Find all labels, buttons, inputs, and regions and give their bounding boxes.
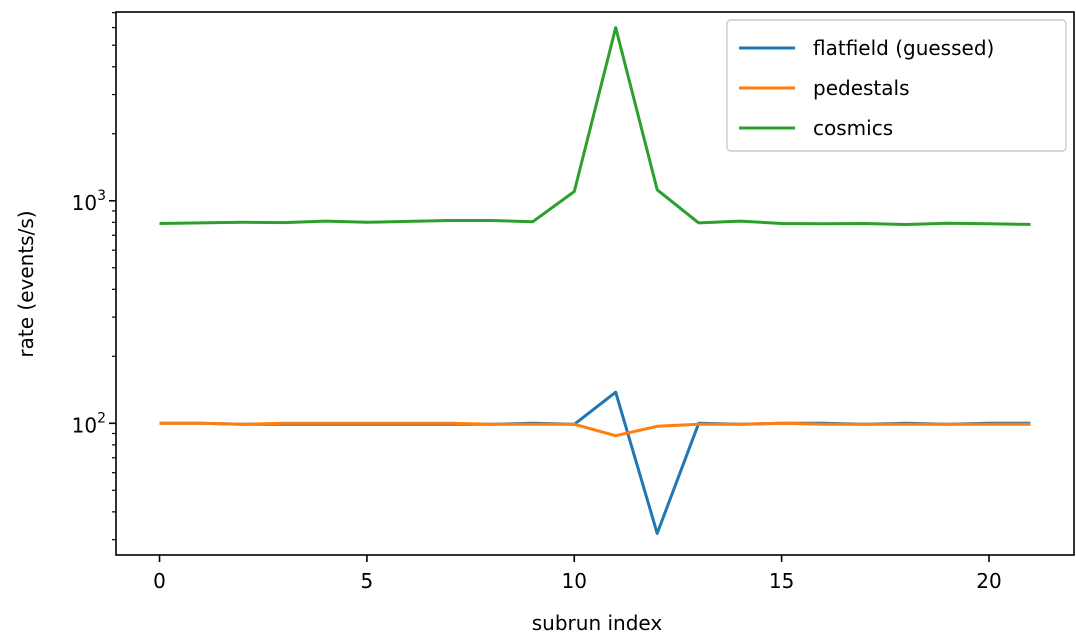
x-tick-label: 0 bbox=[153, 569, 166, 593]
x-axis-label: subrun index bbox=[532, 611, 663, 635]
series-line-0 bbox=[159, 390, 1031, 535]
y-tick-label: 103 bbox=[72, 188, 106, 215]
x-axis-ticks: 0 5 10 15 20 bbox=[153, 555, 1002, 593]
legend: flatfield (guessed) pedestals cosmics bbox=[726, 19, 1067, 152]
x-tick-label: 20 bbox=[976, 569, 1001, 593]
x-tick-label: 5 bbox=[361, 569, 374, 593]
legend-box bbox=[726, 19, 1067, 152]
x-tick-label: 10 bbox=[562, 569, 587, 593]
legend-label-1: pedestals bbox=[813, 76, 910, 100]
plot-frame bbox=[115, 11, 1075, 556]
legend-label-2: cosmics bbox=[813, 116, 893, 140]
y-tick-label: 102 bbox=[72, 410, 106, 437]
series-line-2 bbox=[159, 26, 1031, 226]
y-axis-ticks: 102 103 bbox=[72, 188, 116, 437]
series-layer bbox=[159, 26, 1031, 535]
x-tick-label: 15 bbox=[769, 569, 794, 593]
y-axis-label: rate (events/s) bbox=[14, 210, 38, 357]
legend-label-0: flatfield (guessed) bbox=[813, 36, 994, 60]
series-line-1 bbox=[159, 421, 1031, 438]
